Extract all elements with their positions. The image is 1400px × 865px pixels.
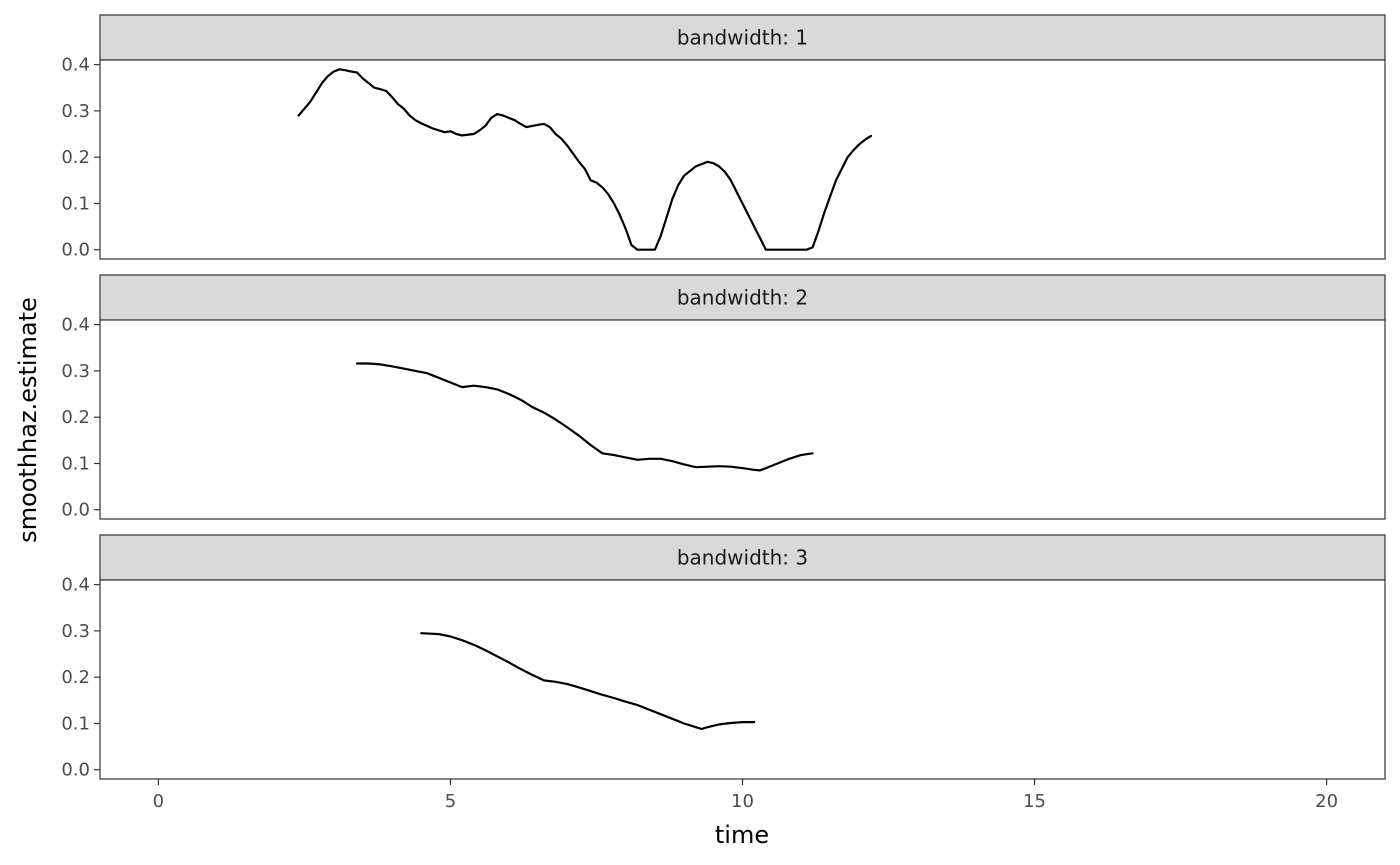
y-tick-label: 0.3 [61,101,90,122]
panel-border [99,319,1386,520]
y-tick-label: 0.3 [61,361,90,382]
facet-strip-label: bandwidth: 3 [677,546,808,570]
facet-panel: bandwidth: 1 0.0 0.1 0.2 0.3 0.4 [61,14,1386,261]
y-tick-label: 0.0 [61,500,90,521]
y-tick-label: 0.1 [61,713,90,734]
series-line [420,632,756,731]
x-tick-label: 10 [731,791,754,812]
x-tick-label: 5 [445,791,456,812]
y-tick-label: 0.4 [61,315,90,336]
y-tick-label: 0.1 [61,193,90,214]
y-tick-label: 0.2 [61,667,90,688]
y-tick-label: 0.2 [61,407,90,428]
facet-panel: bandwidth: 2 0.0 0.1 0.2 0.3 0.4 [61,274,1386,521]
facet-strip [99,274,1386,321]
facet-strip [99,14,1386,61]
y-tick-label: 0.0 [61,760,90,781]
y-tick-label: 0.0 [61,240,90,261]
facet-panel: bandwidth: 3 0.0 0.1 0.2 0.3 0.4 [61,534,1386,781]
y-axis-title: smoothhaz.estimate [14,297,42,543]
x-tick-label: 15 [1023,791,1046,812]
series-line [297,68,873,251]
x-tick-label: 0 [153,791,164,812]
y-tick-label: 0.2 [61,147,90,168]
panel-border [99,579,1386,780]
facet-strip-label: bandwidth: 1 [677,26,808,50]
y-tick-label: 0.3 [61,621,90,642]
y-tick-label: 0.4 [61,575,90,596]
x-axis-title: time [715,821,769,849]
facet-panels: bandwidth: 1 0.0 0.1 0.2 0.3 0.4 bandwidth: 2 0… [61,14,1386,781]
x-tick-label: 20 [1315,791,1338,812]
facet-strip-label: bandwidth: 2 [677,286,808,310]
y-tick-label: 0.1 [61,453,90,474]
x-axis: 0 5 10 15 20 [153,779,1338,812]
panel-border [99,59,1386,260]
facet-strip [99,534,1386,581]
series-line [355,362,814,472]
y-tick-label: 0.4 [61,55,90,76]
